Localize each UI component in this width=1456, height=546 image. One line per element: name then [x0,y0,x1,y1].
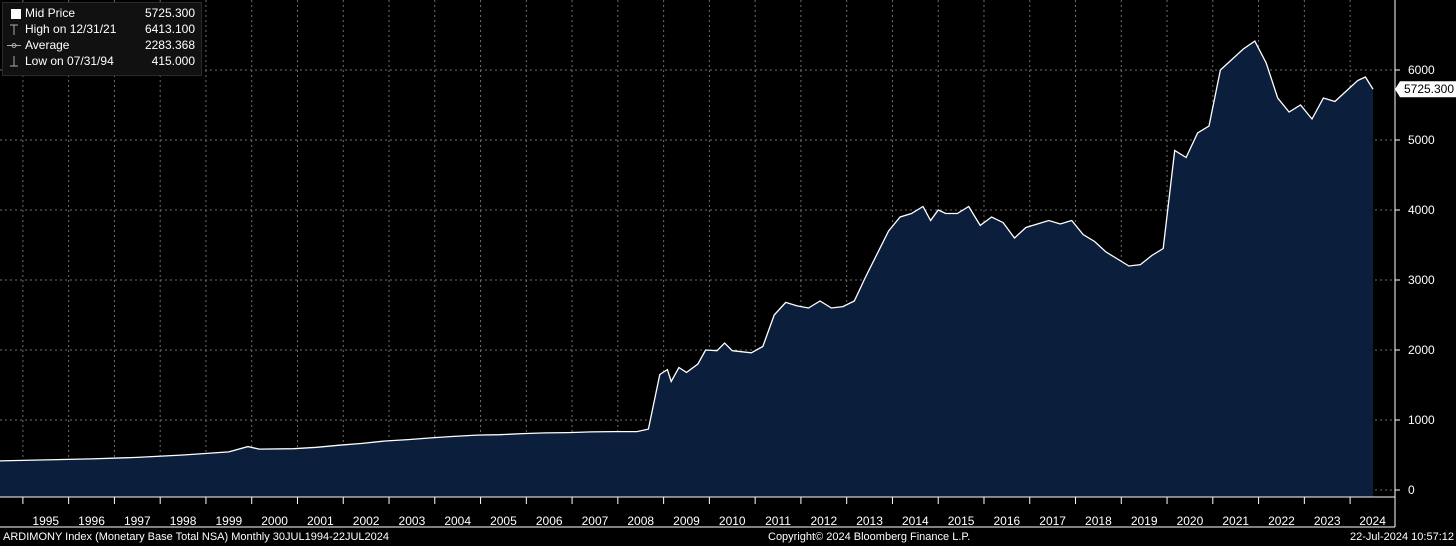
legend-row-mid-price: Mid Price 5725.300 [3,6,201,21]
last-value-tag-label: 5725.300 [1404,82,1454,96]
x-tick-label: 2005 [490,514,517,528]
x-tick-label: 1997 [124,514,151,528]
y-tick-label: 4000 [1408,203,1435,217]
x-tick-label: 2020 [1177,514,1204,528]
legend-label: Average [25,38,70,52]
series-swatch-icon [6,6,22,21]
x-tick-label: 1995 [32,514,59,528]
footer-timestamp: 22-Jul-2024 10:57:12 [1350,531,1454,543]
legend-value: 415.000 [151,54,195,68]
x-tick-label: 1998 [170,514,197,528]
x-tick-label: 2015 [948,514,975,528]
x-tick-label: 2021 [1222,514,1249,528]
legend-value: 2283.368 [144,38,195,52]
average-marker-icon [6,38,22,53]
x-tick-label: 2014 [902,514,929,528]
legend-label: High on 12/31/21 [25,22,117,36]
x-tick-label: 2001 [307,514,334,528]
x-tick-label: 2008 [627,514,654,528]
x-tick-label: 2016 [994,514,1021,528]
x-tick-label: 2003 [399,514,426,528]
x-tick-label: 2024 [1359,514,1386,528]
x-tick-label: 2013 [856,514,883,528]
x-tick-label: 2017 [1039,514,1066,528]
x-tick-label: 2000 [261,514,288,528]
high-marker-icon [6,22,22,37]
x-tick-label: 2007 [582,514,609,528]
x-tick-label: 2018 [1085,514,1112,528]
x-axis: 1995 1996 1997 1998 1999 2000 2001 2002 2003 2004… [0,496,1396,528]
y-tick-label: 6000 [1408,63,1435,77]
x-tick-label: 2004 [444,514,471,528]
y-tick-label: 5000 [1408,133,1435,147]
footer-copyright: Copyright© 2024 Bloomberg Finance L.P. [768,531,971,543]
x-tick-label: 2019 [1131,514,1158,528]
legend-row-average: Average 2283.368 [3,38,201,53]
legend-box: Mid Price 5725.300 High on 12/31/21 6413… [2,2,202,76]
x-tick-label: 2010 [719,514,746,528]
legend-label: Mid Price [25,6,76,20]
x-tick-label: 2023 [1314,514,1341,528]
legend-label: Low on 07/31/94 [25,54,114,68]
series-area [0,41,1373,497]
x-tick-label: 2006 [536,514,563,528]
x-tick-label: 2011 [765,514,791,528]
y-tick-label: 1000 [1408,413,1435,427]
y-tick-label: 0 [1408,483,1415,497]
series-line [0,40,1374,462]
x-tick-label: 1999 [215,514,242,528]
x-tick-label: 2022 [1268,514,1295,528]
x-tick-label: 1996 [78,514,105,528]
y-tick-label: 2000 [1408,343,1435,357]
low-marker-icon [6,54,22,69]
legend-row-high: High on 12/31/21 6413.100 [3,22,201,37]
last-value-tag-background [1395,81,1456,98]
series-layer [0,40,1374,497]
y-axis: 0 1000 2000 3000 4000 5000 6000 [1394,0,1435,497]
legend-value: 5725.300 [144,6,195,20]
y-tick-label: 3000 [1408,273,1435,287]
x-tick-label: 2009 [673,514,700,528]
footer-ticker-description: ARDIMONY Index (Monetary Base Total NSA)… [3,531,390,543]
last-value-tag: 5725.300 [1395,81,1456,98]
x-tick-label: 2012 [810,514,837,528]
x-tick-label: 2002 [353,514,380,528]
legend-value: 6413.100 [144,22,195,36]
legend-row-low: Low on 07/31/94 415.000 [3,54,201,69]
